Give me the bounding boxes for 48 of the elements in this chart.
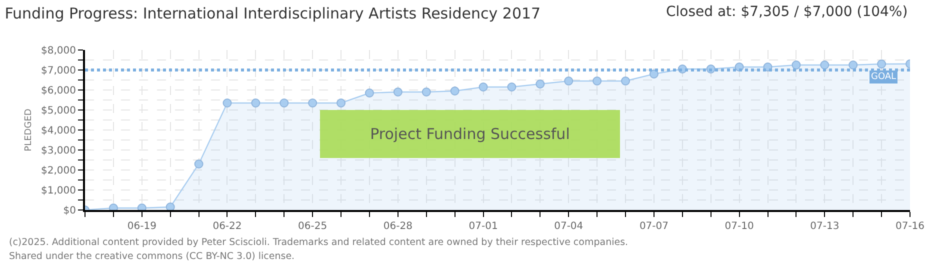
y-tick-label: $6,000 — [41, 86, 76, 96]
point — [194, 160, 204, 168]
x-tick-label: 06-22 — [212, 221, 242, 232]
point — [621, 76, 630, 86]
point — [536, 80, 545, 88]
x-tick-label: 06-25 — [298, 221, 328, 232]
text: (c)2025. Additional content provided by Peter Sciscioli. Trademarks and related content are owned by their respective companies. — [9, 237, 628, 248]
point — [166, 202, 175, 210]
point — [336, 98, 346, 108]
ref-line-label: GOAL — [871, 72, 896, 82]
point — [507, 82, 516, 92]
point — [450, 86, 460, 96]
point — [820, 60, 830, 70]
point — [422, 88, 431, 96]
point — [478, 82, 488, 92]
point — [393, 88, 402, 96]
point — [649, 70, 658, 78]
y-tick-label: $7,000 — [41, 66, 76, 76]
point — [564, 76, 574, 86]
y-tick-label: $2,000 — [41, 166, 76, 176]
point — [592, 76, 602, 86]
x-tick-label: 06-19 — [127, 221, 156, 232]
x-tick-label: 07-16 — [895, 221, 925, 232]
point — [222, 98, 232, 108]
y-tick-label: $4,000 — [41, 126, 76, 136]
y-tick-label: $5,000 — [41, 106, 76, 116]
x-tick-label: 06-28 — [383, 221, 412, 232]
x-tick-label: 07-13 — [810, 221, 840, 232]
point — [877, 60, 886, 68]
y-tick-label: $1,000 — [41, 186, 76, 196]
chart-title: Funding Progress: International Interdisciplinary Artists Residency 2017 — [4, 4, 541, 22]
x-tick-label: 07-07 — [639, 221, 668, 232]
y-axis-title: PLEDGED — [24, 108, 34, 152]
point — [848, 60, 858, 70]
y-tick-label: $0 — [63, 206, 76, 216]
banner: Project Funding Successful — [320, 110, 620, 158]
point — [251, 98, 260, 108]
point — [792, 60, 801, 70]
x-tick-label: 07-10 — [724, 221, 754, 232]
x-tick-label: 07-04 — [554, 221, 584, 232]
point — [364, 88, 374, 98]
chart-subtitle: Closed at: $7,305 / $7,000 (104%) — [666, 4, 908, 20]
point — [280, 98, 289, 108]
text: Shared under the creative commons (CC BY-NC 3.0) license. — [9, 251, 295, 262]
y-tick-label: $3,000 — [41, 146, 76, 156]
point — [308, 98, 318, 108]
y-tick-label: $8,000 — [41, 46, 76, 56]
x-tick-label: 07-01 — [468, 221, 498, 232]
